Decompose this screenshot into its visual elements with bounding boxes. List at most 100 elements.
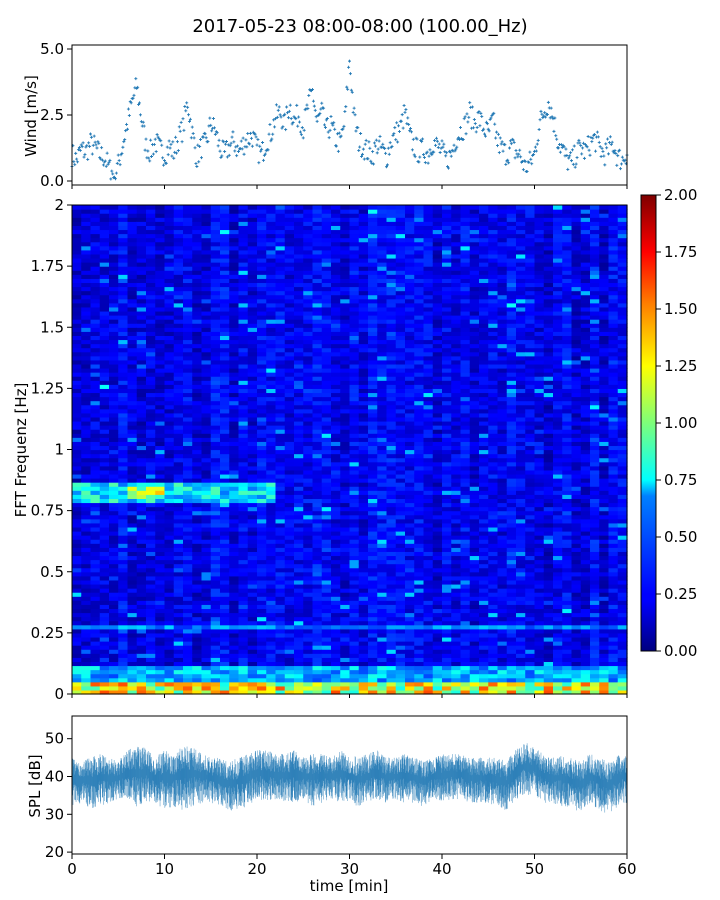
spectrogram-cell [294, 657, 304, 662]
spectrogram-cell [210, 518, 221, 524]
wind-point [614, 152, 618, 156]
spectrogram-cell [183, 632, 193, 638]
spectrogram-cell [275, 437, 286, 442]
spectrogram-cell [201, 412, 212, 418]
spectrogram-cell [99, 612, 110, 618]
spectrogram-cell [146, 306, 156, 312]
spectrogram-cell [201, 543, 212, 548]
spectrogram-cell [321, 653, 332, 658]
spectrogram-cell [340, 327, 351, 332]
spectrogram-cell [146, 282, 156, 288]
spectrogram-cell [136, 278, 147, 284]
spectrogram-cell [368, 449, 378, 455]
spectrogram-cell [183, 233, 193, 239]
spectrogram-cell [127, 612, 138, 618]
spectrogram-cell [238, 323, 249, 328]
spectrogram-cell [377, 327, 388, 332]
spectrogram-cell [164, 490, 175, 495]
wind-point [458, 138, 462, 142]
spectrogram-cell [183, 368, 193, 373]
spectrogram-cell [331, 363, 341, 369]
spectrogram-cell [164, 526, 175, 532]
spectrogram-cell [312, 604, 323, 610]
spectrogram-cell [275, 420, 286, 426]
spectrogram-cell [266, 555, 277, 561]
spectrogram-cell [358, 616, 369, 622]
wind-point [99, 157, 103, 161]
spectrogram-cell [247, 673, 258, 679]
spectrogram-cell [81, 620, 92, 626]
wind-point [261, 140, 265, 144]
spectrogram-cell [266, 453, 277, 459]
spectrogram-cell [183, 502, 193, 508]
wind-point [79, 143, 83, 147]
spectrogram-cell [294, 433, 304, 438]
spectrogram-cell [146, 380, 156, 385]
spectrogram-cell [275, 331, 286, 336]
spectrogram-cell [201, 306, 212, 312]
spectrogram-cell [368, 315, 378, 320]
spectrogram-cell [136, 608, 147, 614]
spectrogram-cell [303, 502, 314, 508]
spectrogram-cell [340, 339, 351, 345]
spectrogram-cell [247, 592, 258, 597]
spectrogram-cell [183, 510, 193, 516]
spectrogram-cell [164, 547, 175, 552]
spectrogram-cell [118, 539, 129, 544]
wind-point [241, 136, 245, 140]
spectrogram-cell [275, 612, 286, 618]
spectrogram-cell [229, 494, 240, 499]
spectrogram-cell [340, 343, 351, 349]
spectrogram-cell [294, 237, 304, 243]
wind-point [425, 150, 429, 154]
spectrogram-cell [183, 310, 193, 316]
spectrogram-cell [331, 437, 341, 442]
spectrogram-cell [257, 347, 267, 353]
spectrogram-cell [321, 229, 332, 235]
spectrogram-cell [72, 416, 82, 422]
spectrogram-cell [386, 294, 397, 300]
spectrogram-cell [146, 669, 156, 675]
spectrogram-cell [358, 583, 369, 589]
spectrogram-cell [109, 543, 119, 548]
spectrogram-cell [72, 302, 82, 308]
spectrogram-cell [312, 673, 323, 679]
spectrogram-cell [192, 420, 203, 426]
spectrogram-cell [99, 465, 110, 471]
spectrogram-cell [127, 347, 138, 353]
wind-point [101, 163, 105, 167]
spectrogram-cell [118, 518, 129, 524]
spectrogram-cell [118, 319, 129, 324]
spectrogram-cell [312, 490, 323, 495]
spectrogram-cell [294, 266, 304, 271]
spectrogram-cell [192, 575, 203, 581]
spectrogram-cell [349, 327, 360, 332]
spectrogram-cell [164, 592, 175, 597]
wind-point [100, 146, 104, 150]
spectrogram-cell [81, 543, 92, 548]
spectrogram-cell [331, 290, 341, 296]
spectrogram-cell [192, 502, 203, 508]
spectrogram-cell [136, 673, 147, 679]
spectrogram-cell [340, 453, 351, 459]
spectrogram-cell [81, 437, 92, 442]
wind-point [134, 77, 138, 81]
spectrogram-cell [229, 469, 240, 475]
spectrogram-cell [266, 396, 277, 402]
spectrogram-cell [72, 343, 82, 349]
wind-point [372, 141, 376, 145]
spectrogram-cell [136, 465, 147, 471]
spectrogram-cell [331, 669, 341, 675]
spectrogram-cell [201, 282, 212, 288]
wind-point [461, 138, 465, 142]
spectrogram-cell [368, 685, 378, 691]
spectrogram-cell [321, 388, 332, 394]
spectrogram-cell [275, 327, 286, 332]
spectrogram-cell [377, 612, 388, 618]
spectrogram-cell [192, 355, 203, 361]
spectrogram-cell [127, 579, 138, 585]
wind-point [486, 127, 490, 131]
spectrogram-cell [146, 437, 156, 442]
spectrogram-cell [257, 604, 267, 610]
spectrogram-cell [284, 384, 295, 389]
